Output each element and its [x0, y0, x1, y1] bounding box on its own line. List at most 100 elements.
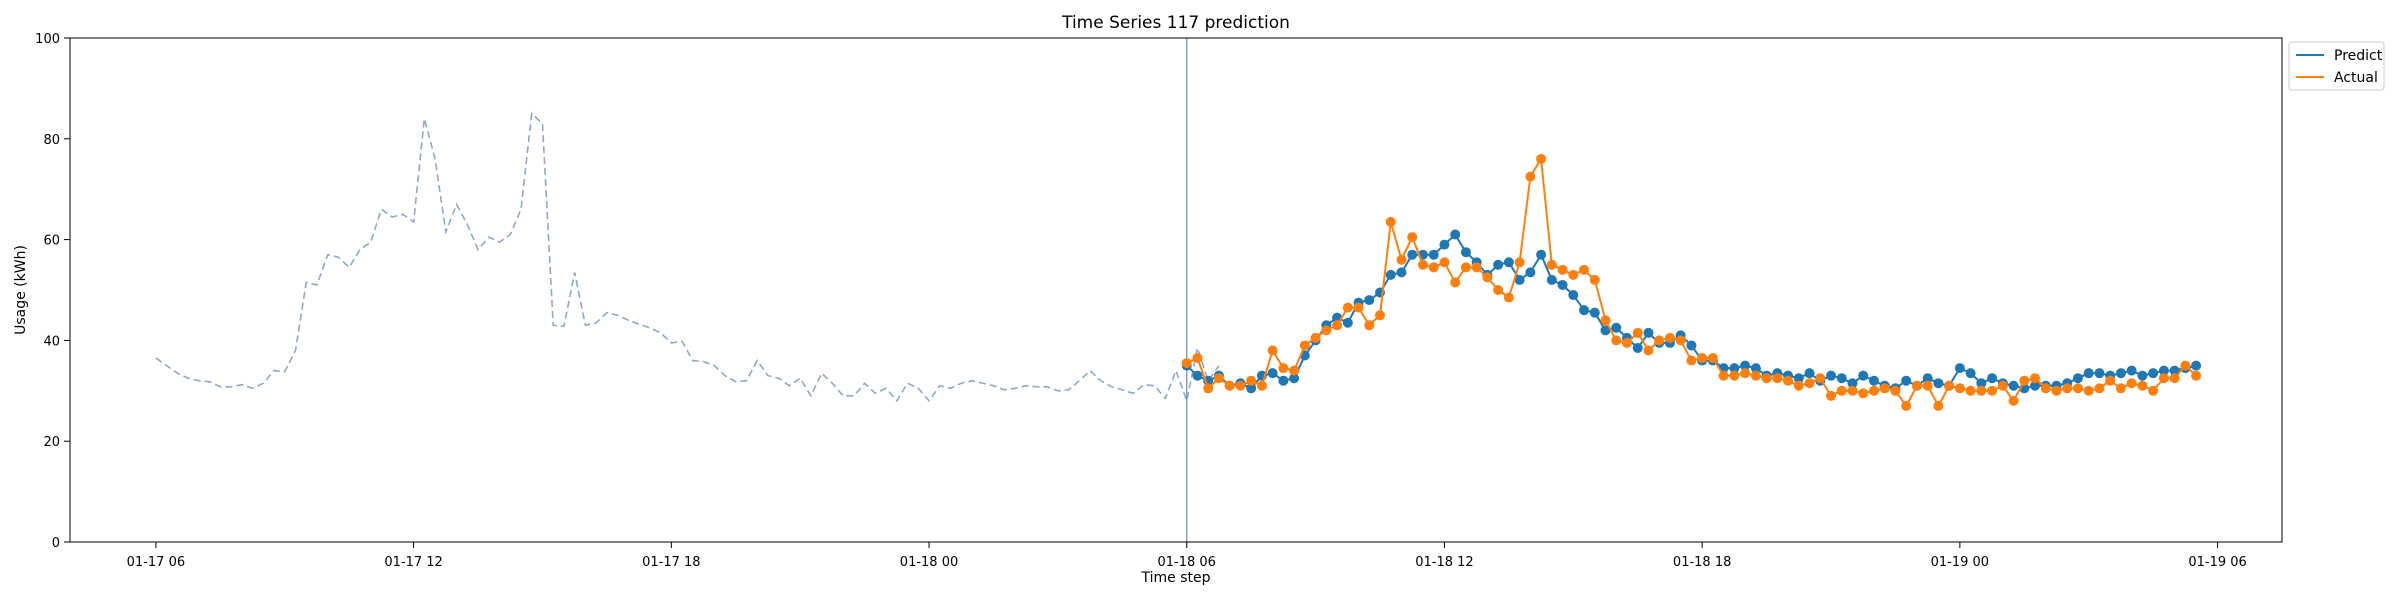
data-point-predict	[1450, 229, 1461, 240]
y-tick-label: 60	[43, 234, 60, 249]
data-point-predict	[1686, 340, 1697, 351]
data-point-actual	[1525, 171, 1536, 182]
data-point-predict	[1847, 378, 1858, 389]
y-tick-label: 40	[43, 334, 60, 349]
data-point-actual	[1364, 320, 1375, 331]
data-point-predict	[1439, 239, 1450, 250]
data-point-actual	[1503, 292, 1514, 303]
data-point-predict	[2083, 368, 2094, 379]
x-axis-title: Time step	[1141, 570, 1211, 586]
data-point-predict	[2115, 368, 2126, 379]
data-point-actual	[1546, 259, 1557, 270]
data-point-actual	[1568, 269, 1579, 280]
data-point-predict	[1954, 363, 1965, 374]
data-point-actual	[1654, 335, 1665, 346]
data-point-actual	[1256, 380, 1267, 391]
data-point-actual	[1310, 332, 1321, 343]
legend-label-actual: Actual	[2334, 70, 2378, 86]
data-point-predict	[1192, 370, 1203, 381]
series-predict	[1181, 229, 2202, 394]
x-tick-label: 01-19 06	[2188, 555, 2246, 570]
y-tick-label: 20	[43, 435, 60, 450]
data-point-actual	[1589, 274, 1600, 285]
data-point-actual	[1621, 337, 1632, 348]
data-point-actual	[1740, 368, 1751, 379]
data-point-predict	[1493, 259, 1504, 270]
data-point-actual	[1890, 385, 1901, 396]
data-point-actual	[1417, 259, 1428, 270]
data-point-actual	[2062, 383, 2073, 394]
data-point-predict	[1579, 305, 1590, 316]
data-point-actual	[1965, 385, 1976, 396]
chart-title: Time Series 117 prediction	[1061, 13, 1290, 33]
data-point-actual	[2126, 378, 2137, 389]
data-point-actual	[1213, 373, 1224, 384]
data-point-predict	[1611, 322, 1622, 333]
data-point-predict	[1396, 267, 1407, 278]
series-layer	[1181, 153, 2202, 411]
data-point-actual	[1901, 400, 1912, 411]
data-point-actual	[1332, 320, 1343, 331]
history-line	[155, 111, 1220, 404]
data-point-actual	[1224, 380, 1235, 391]
data-point-actual	[1203, 383, 1214, 394]
series-line-actual	[1186, 155, 2197, 409]
data-point-actual	[1482, 272, 1493, 283]
data-point-predict	[2148, 368, 2159, 379]
data-point-predict	[2072, 373, 2083, 384]
data-point-actual	[1707, 353, 1718, 364]
data-point-actual	[1815, 373, 1826, 384]
data-point-predict	[1729, 363, 1740, 374]
data-point-actual	[2030, 373, 2041, 384]
data-point-actual	[1987, 385, 1998, 396]
data-point-actual	[1396, 254, 1407, 265]
data-point-predict	[1503, 257, 1514, 268]
data-point-actual	[1353, 302, 1364, 313]
data-point-predict	[1793, 373, 1804, 384]
x-tick-label: 01-18 00	[900, 555, 958, 570]
data-point-predict	[1826, 370, 1837, 381]
data-point-predict	[1460, 247, 1471, 258]
data-point-actual	[1643, 345, 1654, 356]
data-point-actual	[1729, 370, 1740, 381]
data-point-actual	[1493, 285, 1504, 295]
x-axis: 01-17 06 01-17 12 01-17 18 01-18 00 01-18 06…	[127, 542, 2247, 570]
series-actual	[1181, 153, 2202, 411]
data-point-predict	[1933, 378, 1944, 389]
data-point-predict	[1836, 373, 1847, 384]
data-point-actual	[2158, 373, 2169, 384]
data-point-actual	[1858, 388, 1869, 399]
data-point-actual	[1922, 380, 1933, 391]
data-point-actual	[1697, 353, 1708, 364]
data-point-actual	[1342, 302, 1353, 313]
data-point-actual	[1450, 277, 1461, 288]
data-point-actual	[1385, 216, 1396, 227]
data-point-actual	[1299, 340, 1310, 351]
data-point-predict	[1643, 327, 1654, 338]
data-point-actual	[1460, 262, 1471, 273]
data-point-predict	[2137, 370, 2148, 381]
data-point-predict	[1804, 368, 1815, 379]
data-point-predict	[1385, 269, 1396, 280]
data-point-actual	[1289, 365, 1300, 376]
plot-frame	[69, 37, 2283, 543]
data-point-actual	[1997, 380, 2008, 391]
data-point-actual	[1514, 257, 1525, 268]
data-point-predict	[1525, 267, 1536, 278]
data-point-predict	[1428, 249, 1439, 260]
data-point-actual	[1321, 325, 1332, 336]
data-point-actual	[1879, 383, 1890, 394]
data-point-predict	[1546, 274, 1557, 285]
data-point-predict	[1976, 378, 1987, 389]
data-point-actual	[1783, 375, 1794, 386]
data-point-actual	[1954, 383, 1965, 394]
data-point-predict	[2094, 368, 2105, 379]
x-tick-label: 01-17 06	[127, 555, 185, 570]
y-axis-title: Usage (kWh)	[13, 245, 29, 335]
data-point-predict	[1342, 317, 1353, 328]
data-point-actual	[1847, 385, 1858, 396]
data-point-predict	[1536, 249, 1547, 260]
data-point-predict	[1901, 375, 1912, 386]
data-point-actual	[1933, 400, 1944, 411]
